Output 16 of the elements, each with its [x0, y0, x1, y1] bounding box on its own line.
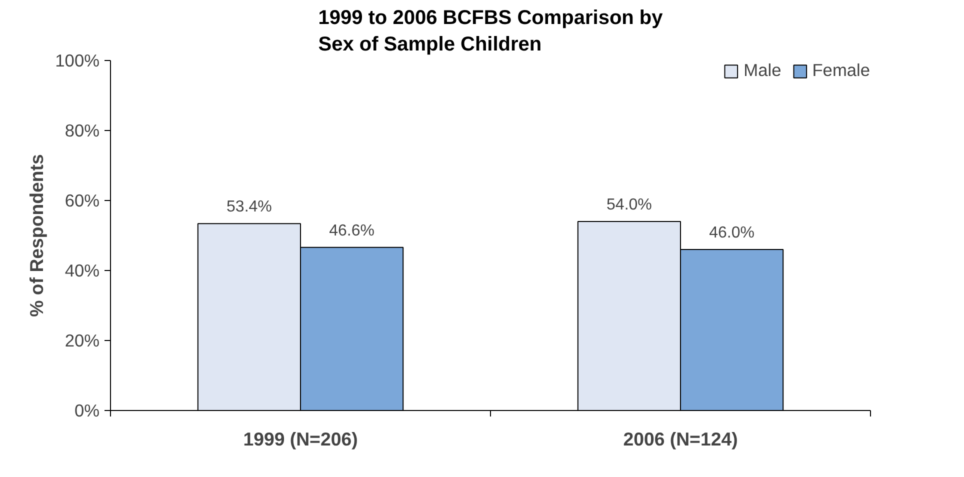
y-axis-title: % of Respondents — [26, 154, 48, 317]
data-label: 46.6% — [329, 222, 374, 240]
data-label: 54.0% — [606, 196, 652, 214]
chart-title: 1999 to 2006 BCFBS Comparison by Sex of Sample Children — [318, 7, 664, 56]
y-tick-label: 60% — [64, 190, 100, 210]
data-label: 46.0% — [709, 224, 754, 242]
y-tick-label: 40% — [64, 260, 100, 280]
x-tick-label: 1999 (N=206) — [243, 428, 358, 450]
x-tick-label: 2006 (N=124) — [623, 428, 738, 450]
y-tick-label: 0% — [74, 400, 100, 420]
legend-label: Male — [744, 60, 782, 81]
y-tick-label: 20% — [64, 330, 100, 350]
data-label: 53.4% — [226, 198, 272, 216]
legend-label: Female — [812, 60, 870, 81]
y-tick-label: 100% — [55, 50, 100, 70]
y-tick-label: 80% — [64, 120, 100, 140]
